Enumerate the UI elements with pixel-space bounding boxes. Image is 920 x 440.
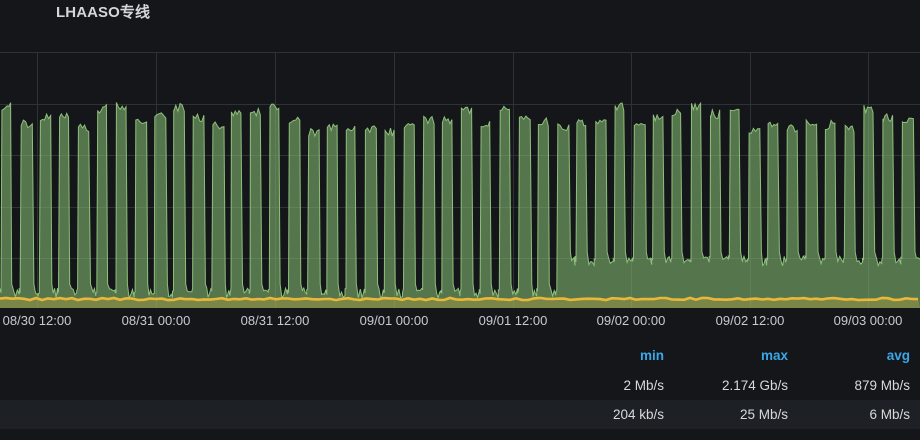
series-outbound-line bbox=[0, 296, 919, 302]
legend-header-min[interactable]: min bbox=[639, 348, 664, 363]
page-title: LHAASO专线 bbox=[56, 4, 151, 21]
legend-cell-avg: 6 Mb/s bbox=[869, 407, 910, 422]
legend-header-avg[interactable]: avg bbox=[886, 348, 910, 363]
x-tick-label: 08/30 12:00 bbox=[2, 313, 72, 328]
series-outbound bbox=[0, 296, 920, 308]
series-inbound bbox=[0, 101, 920, 308]
legend-row[interactable]: 204 kb/s 25 Mb/s 6 Mb/s bbox=[0, 400, 920, 429]
legend-row[interactable]: 2 Mb/s 2.174 Gb/s 879 Mb/s bbox=[0, 371, 920, 400]
legend-cell-avg: 879 Mb/s bbox=[854, 378, 910, 393]
legend-header-row: min max avg bbox=[0, 341, 920, 371]
x-tick-label: 08/31 12:00 bbox=[240, 313, 310, 328]
x-tick-label: 09/03 00:00 bbox=[833, 313, 903, 328]
x-tick-label: 09/02 12:00 bbox=[715, 313, 785, 328]
timeseries-chart bbox=[0, 52, 920, 308]
legend-header-max[interactable]: max bbox=[760, 348, 788, 363]
panel-header: LHAASO专线 bbox=[0, 0, 920, 47]
legend-cell-max: 25 Mb/s bbox=[739, 407, 788, 422]
x-tick-label: 09/01 12:00 bbox=[478, 313, 548, 328]
legend-cell-min: 2 Mb/s bbox=[623, 378, 664, 393]
legend-cell-min: 204 kb/s bbox=[612, 407, 664, 422]
legend-cell-max: 2.174 Gb/s bbox=[721, 378, 788, 393]
series-inbound-fill bbox=[0, 102, 920, 308]
x-tick-label: 09/02 00:00 bbox=[596, 313, 666, 328]
series-inbound-line bbox=[0, 101, 920, 300]
legend-table: min max avg 2 Mb/s 2.174 Gb/s 879 Mb/s 2… bbox=[0, 341, 920, 440]
chart-plot-area[interactable] bbox=[0, 52, 920, 308]
x-axis: 08/30 12:00 08/31 00:00 08/31 12:00 09/01 0… bbox=[0, 309, 920, 335]
x-tick-label: 09/01 00:00 bbox=[359, 313, 429, 328]
x-tick-label: 08/31 00:00 bbox=[121, 313, 191, 328]
